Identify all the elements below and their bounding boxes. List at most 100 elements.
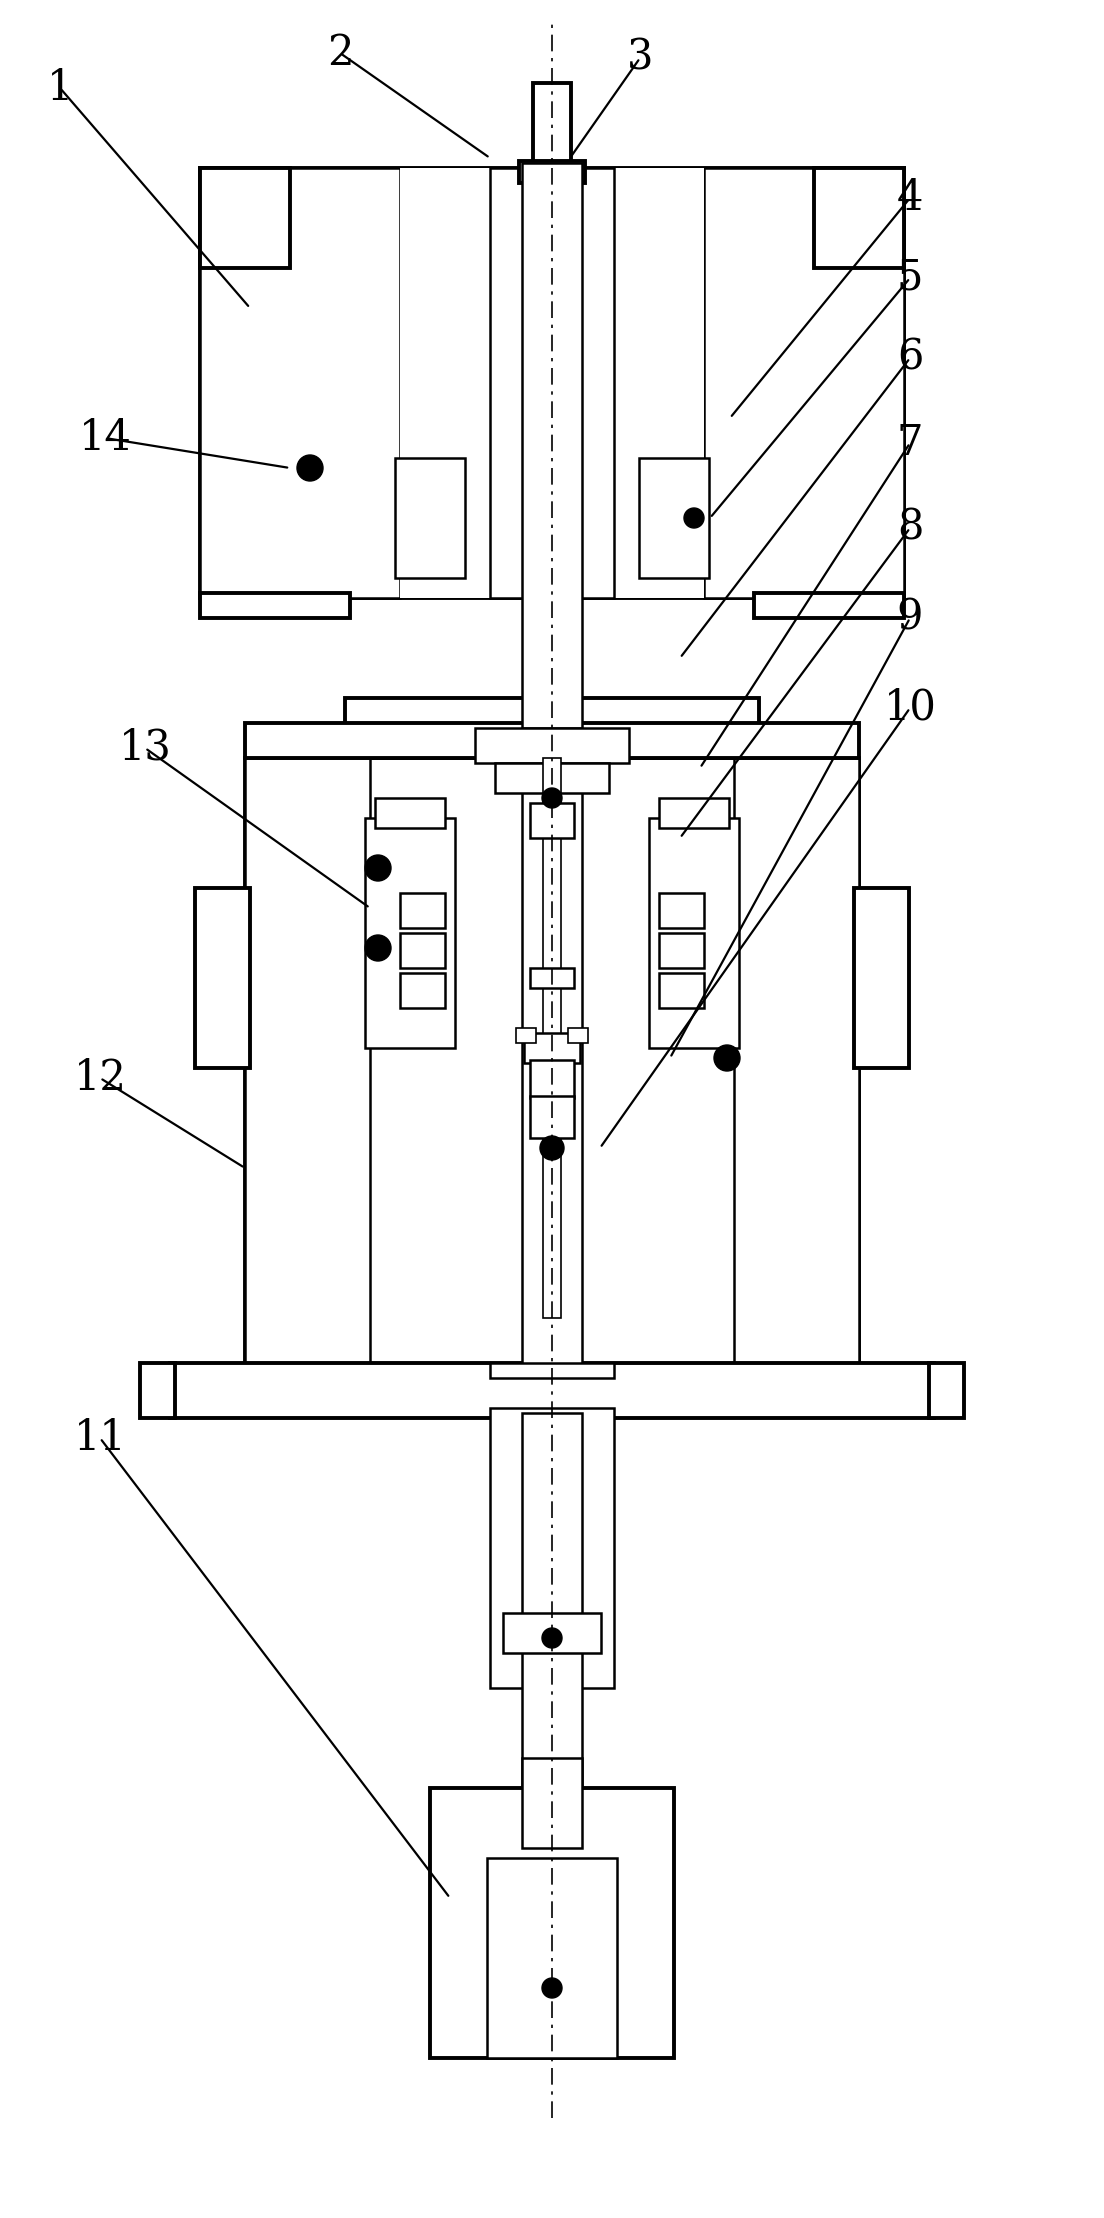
Bar — [522, 162, 582, 728]
Bar — [344, 699, 760, 728]
Bar — [170, 1364, 934, 1417]
Bar — [495, 763, 609, 794]
Bar — [170, 1364, 934, 1417]
Bar — [245, 759, 370, 1369]
Bar — [639, 457, 709, 579]
Text: 3: 3 — [627, 38, 654, 80]
Bar — [200, 592, 350, 619]
Bar — [530, 967, 574, 987]
Bar — [533, 82, 571, 162]
Bar — [490, 1364, 614, 1377]
Bar — [200, 169, 290, 268]
Text: 8: 8 — [896, 508, 923, 550]
Bar — [814, 169, 904, 268]
Circle shape — [365, 936, 391, 960]
Bar — [519, 162, 585, 184]
Bar — [200, 169, 400, 599]
Bar — [659, 934, 704, 967]
Text: 7: 7 — [896, 421, 923, 464]
Bar — [704, 169, 904, 599]
Bar — [516, 1027, 537, 1042]
Bar — [530, 803, 574, 838]
Bar — [659, 974, 704, 1007]
Bar — [200, 169, 290, 268]
Bar — [659, 894, 704, 927]
Bar — [543, 759, 561, 1317]
Bar — [649, 818, 739, 1047]
Bar — [734, 759, 859, 1369]
Circle shape — [684, 508, 704, 528]
Bar — [522, 1759, 582, 1848]
Text: 12: 12 — [74, 1058, 127, 1098]
Text: 13: 13 — [118, 728, 171, 770]
Circle shape — [714, 1045, 740, 1071]
Bar — [400, 934, 445, 967]
Bar — [519, 162, 585, 184]
Text: 6: 6 — [896, 337, 923, 379]
Circle shape — [540, 1136, 564, 1160]
Bar — [524, 1034, 580, 1062]
Bar — [140, 1364, 176, 1417]
Bar — [365, 818, 455, 1047]
Bar — [429, 1788, 675, 2058]
Bar — [533, 82, 571, 162]
Bar — [928, 1364, 964, 1417]
Bar — [195, 887, 250, 1069]
Bar — [814, 169, 904, 268]
Bar — [854, 887, 909, 1069]
Circle shape — [297, 455, 323, 481]
Bar — [400, 974, 445, 1007]
Bar — [503, 1612, 601, 1652]
Bar — [754, 592, 904, 619]
Bar — [530, 1060, 574, 1098]
Bar — [659, 798, 729, 827]
Text: 11: 11 — [74, 1417, 126, 1459]
Bar — [245, 759, 859, 1369]
Bar — [639, 457, 709, 579]
Bar — [734, 759, 859, 1369]
Text: 4: 4 — [896, 177, 923, 220]
Bar — [539, 184, 565, 368]
Bar — [475, 728, 629, 763]
Bar — [649, 818, 739, 1047]
Bar — [522, 759, 582, 1369]
Bar — [245, 759, 370, 1369]
Bar — [200, 169, 400, 599]
Bar — [245, 723, 859, 759]
Text: 2: 2 — [327, 31, 353, 73]
Bar — [490, 169, 614, 599]
Bar — [530, 967, 574, 987]
Bar — [522, 1413, 582, 1788]
Text: 10: 10 — [883, 688, 936, 730]
Bar — [495, 763, 609, 794]
Bar — [395, 457, 465, 579]
Bar — [530, 1096, 574, 1138]
Bar — [365, 818, 455, 1047]
Bar — [522, 759, 582, 1369]
Text: 14: 14 — [78, 417, 131, 459]
Text: 1: 1 — [46, 67, 73, 109]
Bar — [490, 1364, 614, 1377]
Bar — [395, 457, 465, 579]
Bar — [200, 169, 904, 599]
Bar — [854, 887, 909, 1069]
Circle shape — [365, 854, 391, 881]
Bar — [344, 699, 760, 728]
Bar — [245, 723, 859, 759]
Bar — [490, 1408, 614, 1688]
Text: 5: 5 — [896, 257, 923, 299]
Bar — [704, 169, 904, 599]
Bar — [429, 1788, 675, 2058]
Bar — [140, 1364, 176, 1417]
Circle shape — [542, 1628, 562, 1648]
Bar — [195, 887, 250, 1069]
Bar — [400, 894, 445, 927]
Circle shape — [542, 787, 562, 807]
Bar — [400, 169, 704, 599]
Bar — [522, 1413, 582, 1788]
Bar — [754, 592, 904, 619]
Bar — [375, 798, 445, 827]
Bar — [522, 162, 582, 728]
Text: 9: 9 — [896, 597, 923, 639]
Bar — [200, 592, 350, 619]
